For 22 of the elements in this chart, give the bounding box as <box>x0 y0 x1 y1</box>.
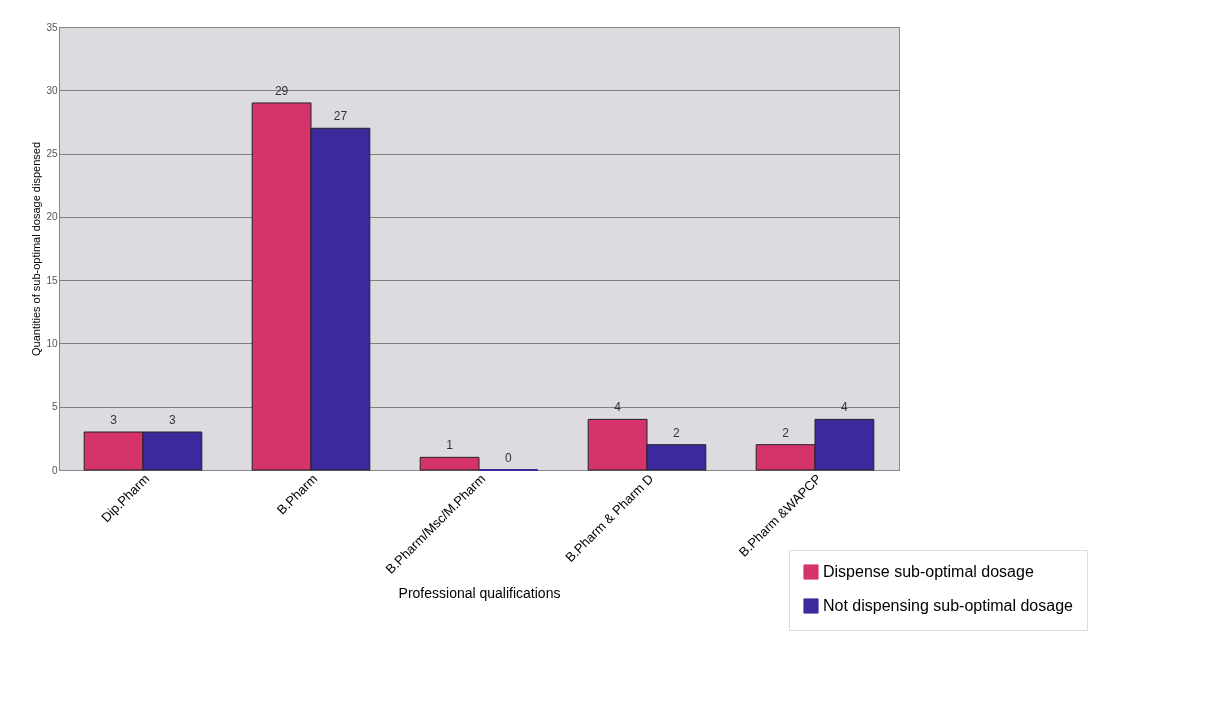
data-label: 3 <box>110 413 118 428</box>
y-tick-label: 25 <box>46 148 58 160</box>
legend-label: Dispense sub-optimal dosage <box>823 563 1034 580</box>
y-tick-label: 30 <box>46 84 58 96</box>
x-axis-title: Professional qualifications <box>398 584 561 601</box>
data-label: 29 <box>274 83 289 98</box>
legend-label: Not dispensing sub-optimal dosage <box>823 597 1074 614</box>
y-tick-label: 10 <box>46 337 58 349</box>
y-tick-label: 35 <box>46 21 58 33</box>
data-label: 2 <box>673 425 681 440</box>
y-tick-label: 15 <box>46 274 58 286</box>
data-label: 0 <box>505 451 513 465</box>
y-tick-label: 0 <box>51 464 58 476</box>
data-label: 4 <box>841 400 849 415</box>
data-label: 1 <box>446 438 454 453</box>
y-axis-title: Quantities of sub-optimal dosage dispensed <box>30 141 43 357</box>
data-label: 27 <box>333 109 348 124</box>
y-tick-label: 5 <box>51 401 58 413</box>
data-label: 3 <box>169 413 177 428</box>
y-tick-label: 20 <box>46 211 58 223</box>
bar <box>419 456 480 471</box>
data-label: 2 <box>782 425 790 440</box>
